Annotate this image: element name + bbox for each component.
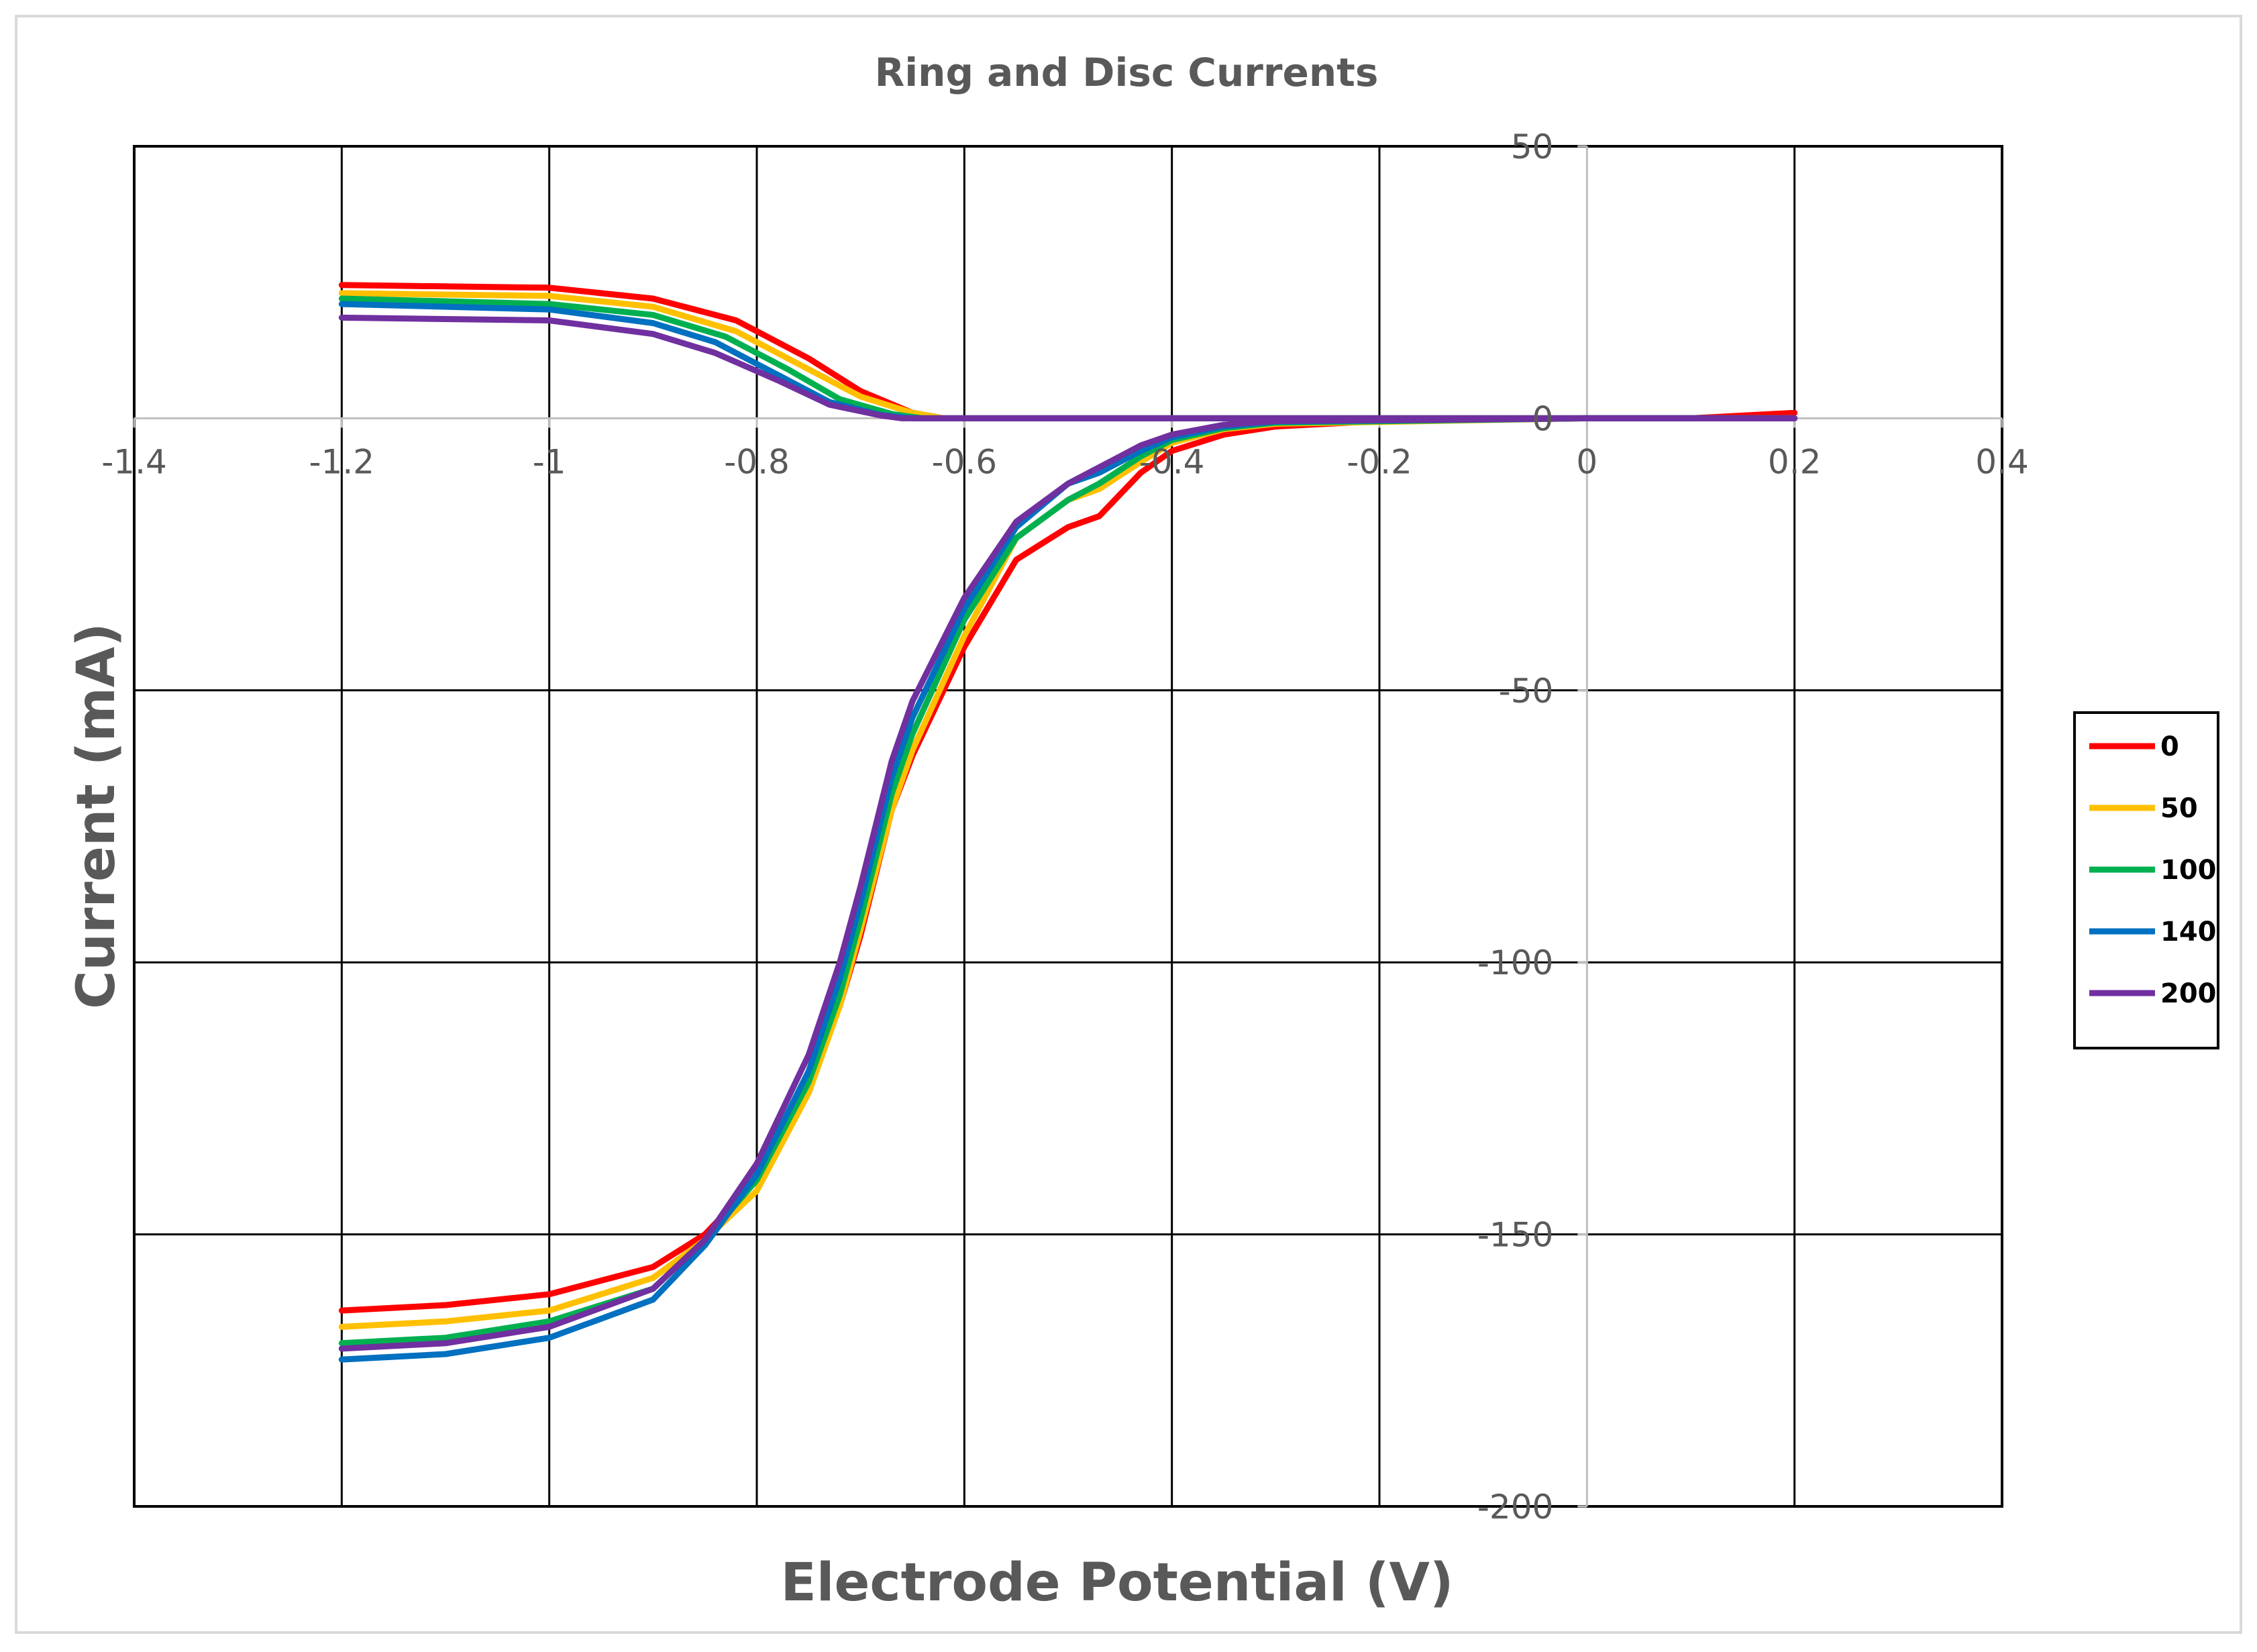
series-200: [338, 314, 1798, 1352]
y-tick-label: -50: [1499, 672, 1554, 711]
legend-label-0: 0: [2160, 731, 2179, 762]
y-tick-label: -200: [1477, 1488, 1553, 1527]
x-axis-title: Electrode Potential (V): [780, 1553, 1453, 1613]
data-series: [338, 282, 1798, 1363]
series-line-disc-200: [338, 415, 1798, 1352]
series-line-disc-0: [338, 415, 1798, 1314]
x-tick-label: 0.4: [1975, 442, 2029, 481]
x-tick-label: 0.2: [1768, 442, 1822, 481]
legend-label-140: 140: [2160, 917, 2217, 947]
legend-label-100: 100: [2160, 855, 2217, 886]
x-tick-label: -1.2: [309, 442, 375, 481]
grid-lines: [133, 145, 2003, 1508]
y-tick-label: -100: [1477, 943, 1553, 982]
x-tick-label: -1.4: [101, 442, 167, 481]
x-tick-label: 0: [1576, 442, 1597, 481]
tick-labels: -1.4 -1.2 -1 -0.8 -0.6 -0.4 -0.2 0 0.2 0.4 50 0 -50 -…: [101, 127, 2029, 1527]
chart-title: Ring and Disc Currents: [875, 50, 1379, 95]
x-tick-label: -0.8: [724, 442, 790, 481]
series-line-ring-200: [338, 314, 1798, 421]
chart-outer-border: [15, 15, 2242, 1634]
y-tick-label: 50: [1511, 127, 1554, 166]
x-tick-label: -0.2: [1347, 442, 1412, 481]
legend: 0 50 100 140 200: [2073, 711, 2219, 1049]
x-tick-label: -0.4: [1139, 442, 1205, 481]
x-tick-label: -0.6: [932, 442, 998, 481]
y-tick-label: 0: [1532, 399, 1554, 438]
y-axis-title: Current (mA): [66, 623, 127, 1009]
legend-label-50: 50: [2160, 793, 2198, 824]
legend-label-200: 200: [2160, 978, 2217, 1009]
x-tick-label: -1: [533, 442, 566, 481]
y-tick-label: -150: [1477, 1216, 1553, 1255]
